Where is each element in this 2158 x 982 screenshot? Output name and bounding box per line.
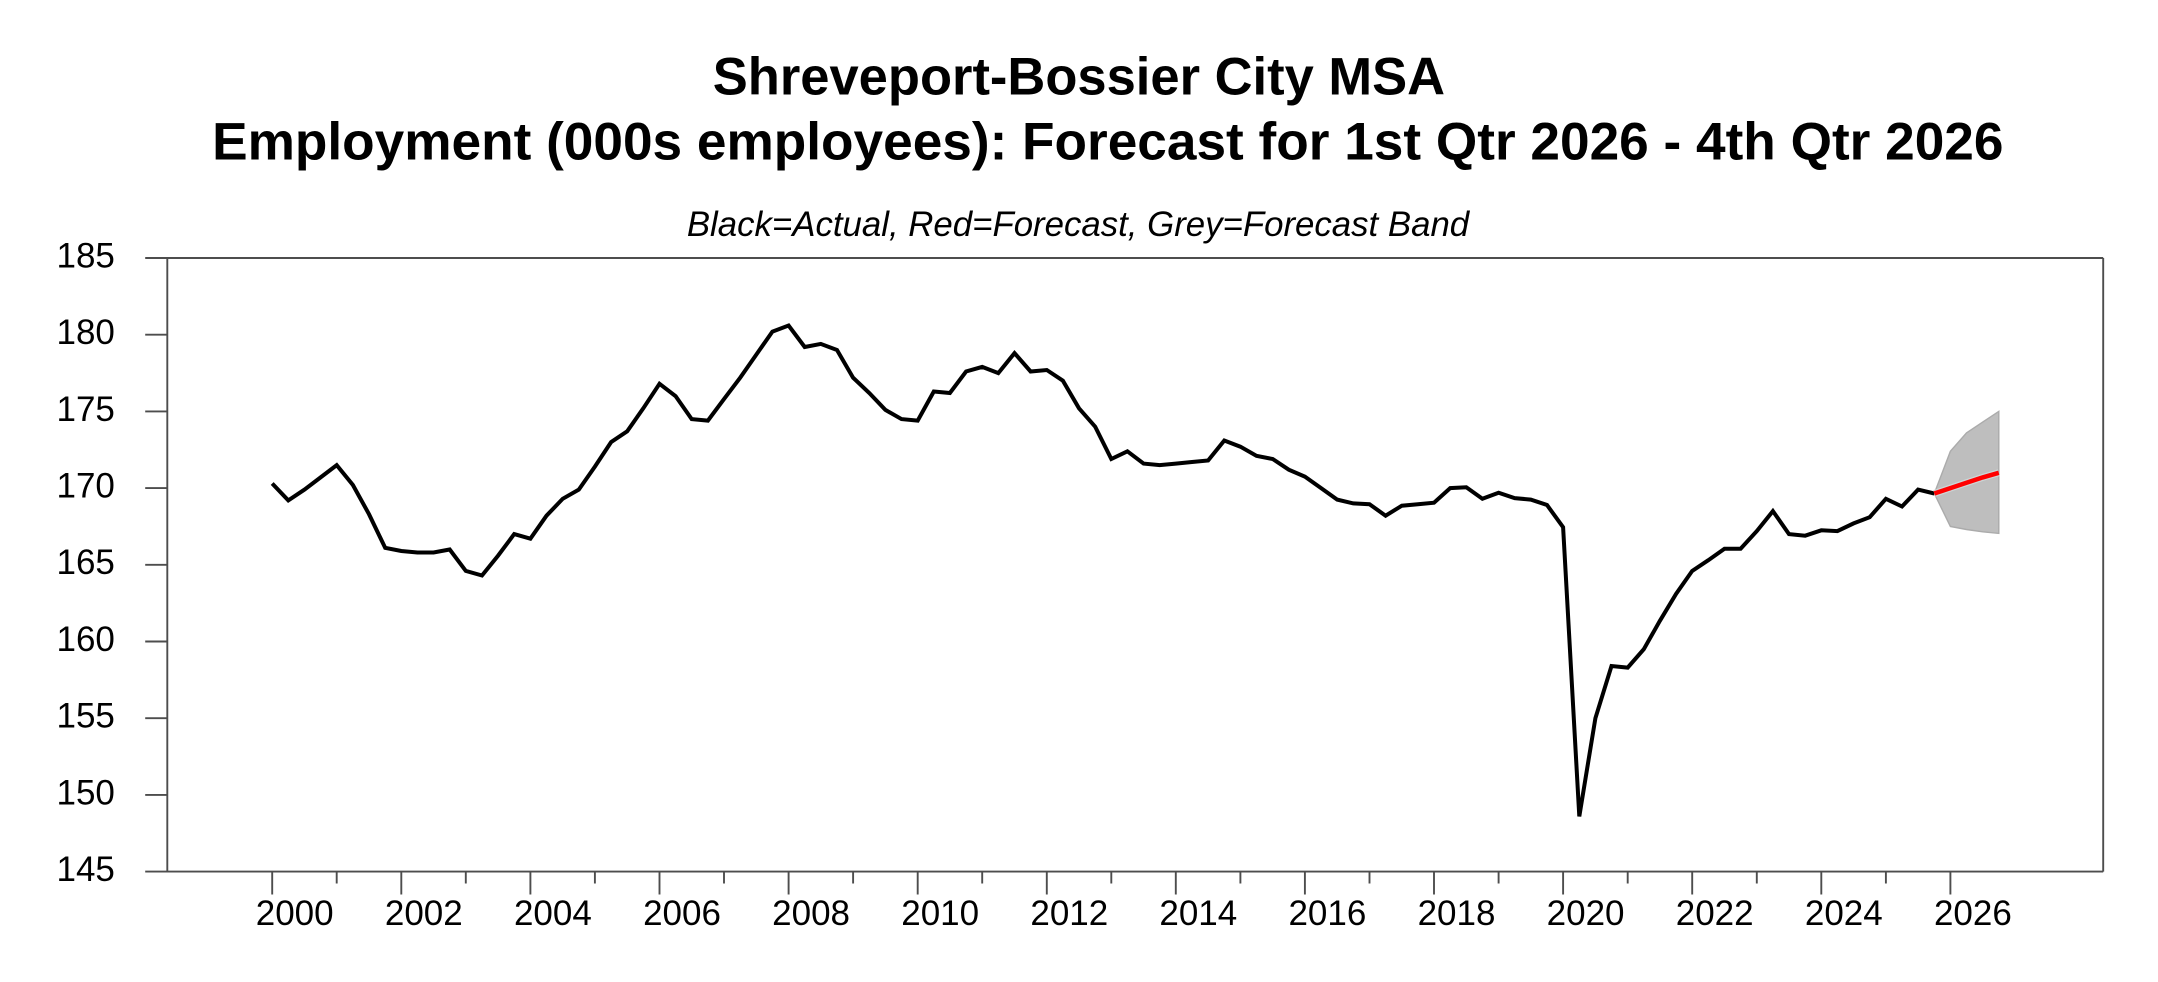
svg-text:165: 165	[56, 543, 114, 582]
svg-text:2014: 2014	[1159, 894, 1237, 933]
svg-text:2008: 2008	[772, 894, 850, 933]
svg-text:160: 160	[56, 620, 114, 659]
svg-text:2018: 2018	[1418, 894, 1496, 933]
svg-text:Employment (000s employees): F: Employment (000s employees): Forecast fo…	[212, 113, 2003, 172]
svg-text:2006: 2006	[643, 894, 721, 933]
svg-text:2010: 2010	[901, 894, 979, 933]
svg-text:Black=Actual, Red=Forecast, Gr: Black=Actual, Red=Forecast, Grey=Forecas…	[687, 205, 1471, 244]
svg-text:2020: 2020	[1547, 894, 1625, 933]
svg-text:Shreveport-Bossier City MSA: Shreveport-Bossier City MSA	[713, 48, 1445, 107]
svg-text:180: 180	[56, 313, 114, 352]
svg-text:2000: 2000	[256, 894, 334, 933]
svg-text:150: 150	[56, 773, 114, 812]
svg-text:2022: 2022	[1676, 894, 1754, 933]
svg-text:2016: 2016	[1288, 894, 1366, 933]
svg-text:2026: 2026	[1934, 894, 2012, 933]
svg-text:145: 145	[56, 850, 114, 889]
svg-text:2024: 2024	[1805, 894, 1883, 933]
svg-text:2012: 2012	[1030, 894, 1108, 933]
svg-text:170: 170	[56, 467, 114, 506]
svg-text:155: 155	[56, 697, 114, 736]
svg-text:175: 175	[56, 390, 114, 429]
svg-text:2004: 2004	[514, 894, 592, 933]
svg-text:2002: 2002	[385, 894, 463, 933]
svg-text:185: 185	[56, 236, 114, 275]
